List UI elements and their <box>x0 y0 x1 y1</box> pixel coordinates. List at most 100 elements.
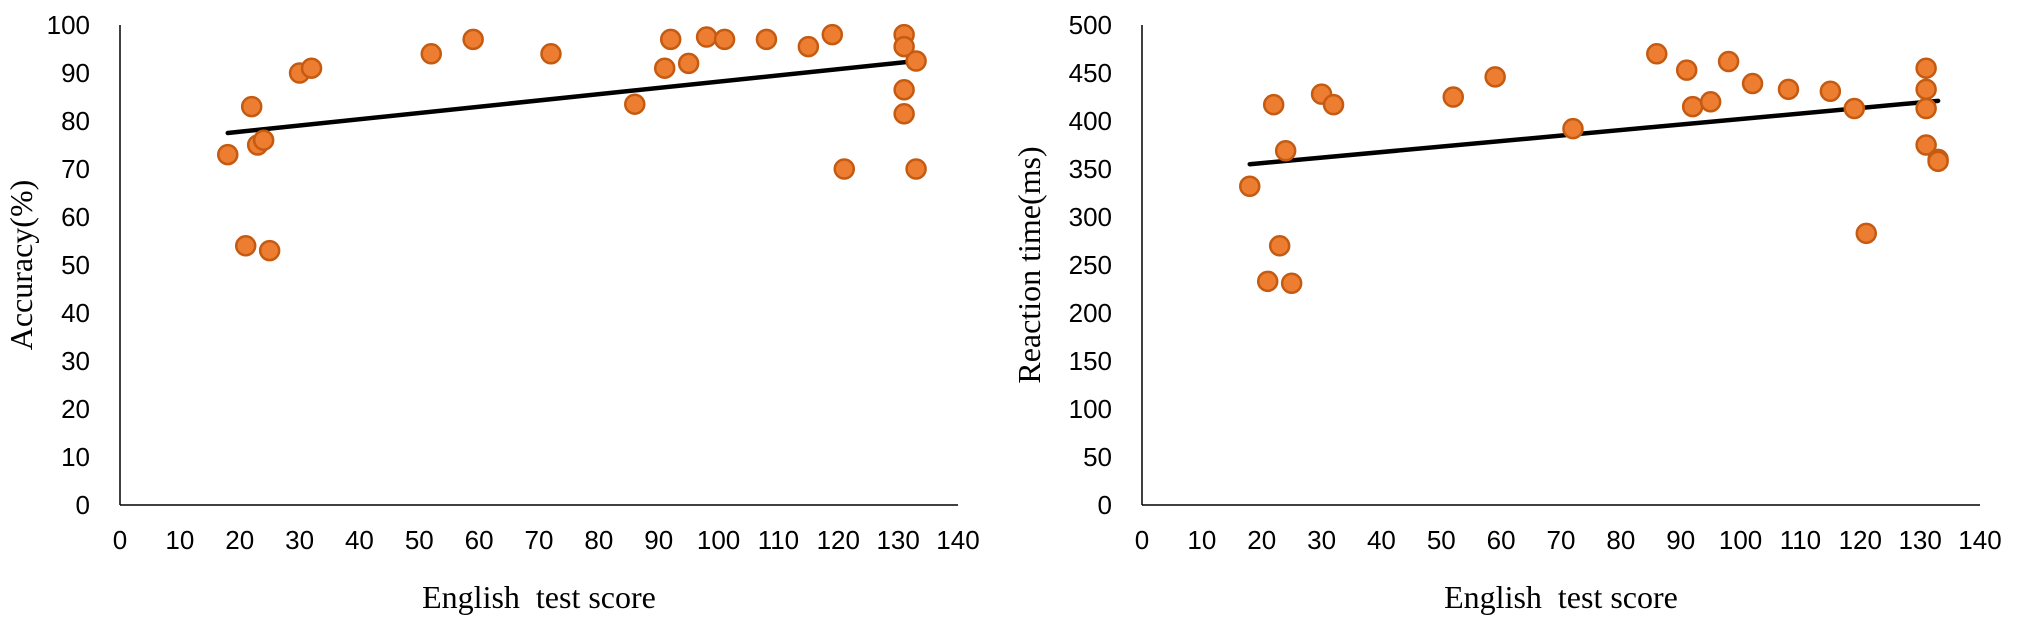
y-tick-label: 10 <box>61 442 90 472</box>
data-point <box>1675 59 1698 81</box>
y-tick-label: 40 <box>61 298 90 328</box>
y-tick-label: 350 <box>1069 154 1112 184</box>
data-point <box>1855 222 1878 245</box>
reaction-time-chart: 0 10 20 30 40 50 60 70 80 90 100 110 120 130 140 0 50 100… <box>1011 10 2002 615</box>
x-tick-label: 0 <box>1135 525 1149 555</box>
y-axis-title: Reaction time(ms) <box>1011 146 1047 383</box>
data-point <box>713 28 736 51</box>
x-tick-label: 40 <box>1367 525 1396 555</box>
x-tick-label: 80 <box>1606 525 1635 555</box>
y-tick-label: 20 <box>61 394 90 424</box>
data-point <box>1717 50 1740 73</box>
x-tick-label: 100 <box>697 525 740 555</box>
x-tick-label: 20 <box>225 525 254 555</box>
data-point <box>893 35 915 58</box>
x-tick-label: 20 <box>1247 525 1276 555</box>
x-tick-label: 60 <box>465 525 494 555</box>
data-point <box>1915 134 1937 156</box>
y-tick-label: 200 <box>1069 298 1112 328</box>
y-tick-label: 100 <box>47 10 90 40</box>
data-point <box>893 79 915 101</box>
data-point <box>1843 97 1866 120</box>
data-point <box>1484 66 1506 88</box>
x-axis-title: English test score <box>422 579 656 615</box>
x-tick-label: 60 <box>1487 525 1516 555</box>
data-point <box>1681 95 1704 118</box>
data-point <box>1322 93 1345 116</box>
x-tick-label: 130 <box>876 525 919 555</box>
x-tick-label: 10 <box>1187 525 1216 555</box>
x-tick-label: 110 <box>758 525 799 555</box>
y-tick-label: 0 <box>76 490 90 520</box>
data-point <box>1256 270 1279 293</box>
x-tick-label: 70 <box>1547 525 1576 555</box>
x-tick-label: 120 <box>817 525 860 555</box>
x-tick-label: 130 <box>1898 525 1941 555</box>
x-tick-label: 30 <box>285 525 314 555</box>
data-point <box>797 35 820 58</box>
data-point <box>1262 93 1285 116</box>
y-tick-label: 50 <box>61 250 90 280</box>
x-tick-label: 140 <box>1958 525 2001 555</box>
data-point <box>821 23 844 46</box>
data-point <box>677 52 700 75</box>
data-point <box>1819 80 1842 102</box>
data-point <box>252 129 275 151</box>
y-tick-label: 300 <box>1069 202 1112 232</box>
data-point <box>240 95 263 118</box>
data-point <box>1927 150 1949 173</box>
x-tick-label: 120 <box>1839 525 1882 555</box>
data-point <box>1915 57 1937 79</box>
x-tick-label: 40 <box>345 525 374 555</box>
x-tick-label: 30 <box>1307 525 1336 555</box>
data-point <box>905 158 927 180</box>
x-tick-label: 70 <box>525 525 554 555</box>
data-point <box>258 239 281 262</box>
x-axis-title: English test score <box>1444 579 1678 615</box>
x-tick-label: 50 <box>405 525 434 555</box>
data-point <box>1274 140 1297 162</box>
x-tick-label: 140 <box>936 525 979 555</box>
y-tick-label: 70 <box>61 154 90 184</box>
data-point <box>1238 175 1261 198</box>
data-point <box>624 93 646 115</box>
data-point <box>1562 117 1584 140</box>
y-tick-label: 80 <box>61 106 90 136</box>
data-point <box>659 28 682 51</box>
y-tick-label: 100 <box>1069 394 1112 424</box>
x-tick-label: 100 <box>1719 525 1762 555</box>
y-tick-label: 250 <box>1069 250 1112 280</box>
y-tick-label: 500 <box>1069 10 1112 40</box>
y-tick-label: 90 <box>61 58 90 88</box>
x-tick-label: 90 <box>1666 525 1695 555</box>
trend-line <box>1247 98 1941 167</box>
data-point <box>216 143 239 166</box>
x-tick-label: 50 <box>1427 525 1456 555</box>
data-point <box>1442 86 1465 108</box>
y-tick-label: 150 <box>1069 346 1112 376</box>
data-point <box>1268 235 1291 257</box>
x-tick-label: 90 <box>644 525 673 555</box>
x-tick-label: 80 <box>584 525 613 555</box>
data-point <box>1915 97 1937 120</box>
data-point <box>893 103 915 125</box>
data-point <box>1741 72 1764 95</box>
y-tick-label: 0 <box>1098 490 1112 520</box>
data-point <box>462 28 484 51</box>
accuracy-chart: 0 10 20 30 40 50 60 70 80 90 100 110 120 130 140 0 10 20 3… <box>3 10 980 615</box>
data-point <box>420 43 443 65</box>
y-axis-title: Accuracy(%) <box>3 180 39 351</box>
data-point <box>695 26 718 48</box>
data-point <box>300 57 323 79</box>
data-point <box>1915 78 1937 101</box>
data-point <box>905 50 927 72</box>
data-point <box>1699 91 1722 113</box>
trend-line <box>225 58 919 136</box>
y-tick-label: 50 <box>1083 442 1112 472</box>
y-tick-label: 450 <box>1069 58 1112 88</box>
data-point <box>1646 43 1668 65</box>
data-point <box>540 43 562 65</box>
data-point <box>653 57 676 79</box>
data-point <box>833 158 856 180</box>
